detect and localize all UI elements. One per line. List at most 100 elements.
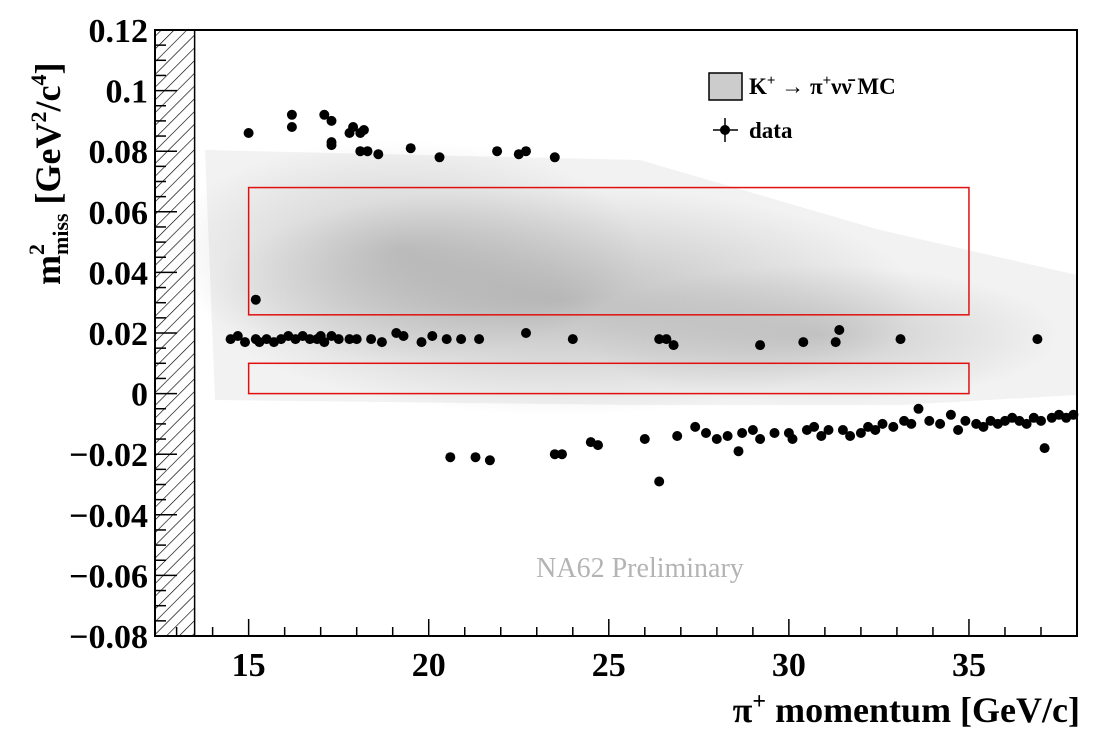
legend-mc-label: K+ → π+νν̄ MC xyxy=(749,73,896,99)
data-point xyxy=(755,434,766,444)
signal-region-2 xyxy=(247,362,970,395)
data-point xyxy=(376,337,387,348)
data-point xyxy=(557,449,567,460)
data-point xyxy=(441,334,452,345)
y-tick-label: 0.12 xyxy=(89,13,149,50)
data-point xyxy=(953,425,964,435)
y-tick-label: 0 xyxy=(131,377,148,414)
data-point xyxy=(232,331,243,341)
data-point xyxy=(567,334,578,345)
data-point xyxy=(798,337,809,348)
data-point xyxy=(398,331,409,341)
mc-density-band xyxy=(160,140,1077,415)
watermark-text: NA62 Preliminary xyxy=(536,553,744,584)
data-point xyxy=(445,452,456,463)
data-point xyxy=(593,440,603,451)
data-point xyxy=(304,334,315,345)
data-point xyxy=(639,434,650,444)
data-point xyxy=(935,418,946,429)
y-tick-label: 0.06 xyxy=(89,195,149,232)
data-point xyxy=(521,146,531,157)
data-point xyxy=(701,428,711,438)
data-point xyxy=(286,122,297,132)
data-point xyxy=(1039,443,1050,454)
x-tick-label: 15 xyxy=(232,647,266,684)
data-point xyxy=(787,434,798,444)
data-point xyxy=(492,146,503,157)
data-point xyxy=(1068,409,1079,420)
data-point xyxy=(1032,334,1043,345)
data-point xyxy=(945,409,956,420)
data-point xyxy=(521,328,531,338)
data-point xyxy=(690,421,701,432)
data-point xyxy=(319,109,330,120)
data-point xyxy=(250,294,261,305)
data-point xyxy=(358,125,369,135)
data-point xyxy=(837,425,848,435)
legend-data-marker xyxy=(720,125,730,135)
y-tick-label: 0.08 xyxy=(89,134,149,171)
legend-mc-swatch xyxy=(708,72,743,101)
data-point xyxy=(654,334,665,345)
data-point xyxy=(877,418,888,429)
y-axis: −0.08 −0.06 −0.04 −0.02 0 0.02 0.04 0.06 0.08 0.1… xyxy=(69,13,177,656)
data-point xyxy=(243,128,254,138)
data-point xyxy=(769,428,780,438)
data-point xyxy=(286,109,297,120)
data-point xyxy=(549,449,560,460)
data-point xyxy=(344,334,355,345)
data-point xyxy=(474,334,485,345)
data-point xyxy=(855,428,866,438)
data-point xyxy=(672,431,683,441)
x-tick-label: 25 xyxy=(592,647,626,684)
x-tick-label: 30 xyxy=(772,647,806,684)
data-point xyxy=(737,428,748,438)
data-point xyxy=(913,403,924,414)
data-point xyxy=(416,337,427,348)
data-point xyxy=(405,143,416,154)
data-point xyxy=(427,331,438,341)
data-point xyxy=(434,152,445,163)
data-point xyxy=(240,337,250,348)
data-point xyxy=(747,425,758,435)
data-point xyxy=(809,421,820,432)
y-tick-label: −0.06 xyxy=(69,558,148,595)
data-point xyxy=(924,415,935,426)
signal-regions xyxy=(247,186,970,395)
data-point xyxy=(1021,418,1032,429)
legend: K+ → π+νν̄ MC data xyxy=(708,72,896,143)
data-point xyxy=(978,421,989,432)
y-tick-label: 0.02 xyxy=(89,316,149,353)
data-point xyxy=(470,452,481,463)
data-point xyxy=(348,122,359,132)
data-point xyxy=(373,149,384,160)
y-tick-label: 0.04 xyxy=(89,255,149,292)
data-point xyxy=(319,337,330,348)
data-point xyxy=(456,334,467,345)
data-point xyxy=(333,334,344,345)
legend-data-label: data xyxy=(749,118,793,143)
y-tick-label: −0.08 xyxy=(69,619,148,656)
data-point xyxy=(830,337,841,348)
data-point xyxy=(960,415,971,426)
data-point xyxy=(355,146,366,157)
y-axis-title: m2miss [GeV2/c4] xyxy=(24,62,73,285)
x-axis: 15 20 25 30 35 xyxy=(175,619,1078,684)
data-point xyxy=(362,146,373,157)
data-point xyxy=(888,421,899,432)
data-point xyxy=(326,140,337,151)
data-point xyxy=(755,340,766,351)
y-tick-label: 0.1 xyxy=(106,74,149,111)
signal-region-1 xyxy=(247,186,970,316)
data-point xyxy=(711,434,722,444)
data-point xyxy=(816,431,827,441)
data-point xyxy=(351,334,362,345)
data-point xyxy=(1036,415,1046,426)
y-tick-label: −0.02 xyxy=(69,437,148,474)
data-point xyxy=(906,418,917,429)
data-point xyxy=(823,425,834,435)
data-point xyxy=(654,476,665,487)
data-point xyxy=(549,152,560,163)
data-point xyxy=(668,340,679,351)
data-point xyxy=(845,431,856,441)
